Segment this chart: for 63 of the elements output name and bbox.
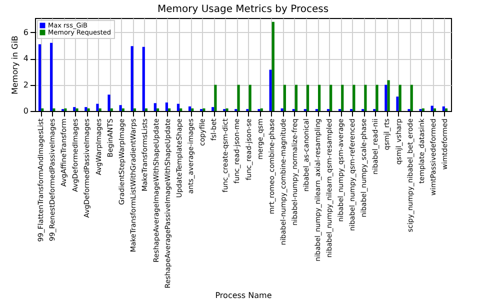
bar (330, 84, 332, 111)
x-axis-title: Process Name (215, 291, 272, 300)
bar (212, 107, 214, 111)
bar (341, 84, 344, 111)
bar (154, 103, 156, 111)
bar (87, 108, 90, 111)
bar (352, 84, 356, 111)
bar (110, 108, 113, 111)
bar (442, 106, 445, 111)
bar (188, 106, 192, 111)
bar (272, 22, 274, 111)
bar (214, 84, 217, 111)
y-tick-label: 6 (23, 28, 28, 37)
bar (156, 108, 160, 111)
bar (108, 94, 110, 111)
bar (142, 46, 145, 111)
bar (318, 84, 321, 111)
y-tick-label: 4 (23, 54, 28, 64)
bar (202, 108, 206, 111)
bar (180, 108, 182, 111)
bar (38, 44, 42, 111)
bar (191, 108, 194, 111)
bar (50, 42, 53, 111)
bar (96, 104, 99, 111)
bar (364, 84, 367, 111)
bar (130, 46, 134, 111)
bar (430, 106, 434, 111)
bar (144, 108, 148, 111)
bar (376, 84, 378, 111)
bar (64, 108, 67, 111)
y-axis-title: Memory in GiB (10, 36, 20, 94)
bar (384, 84, 388, 111)
bar (387, 80, 390, 111)
chart-title: Memory Usage Metrics by Process (157, 4, 329, 15)
bar (119, 105, 122, 111)
bar (248, 84, 252, 111)
y-tick-label: 2 (23, 80, 28, 90)
bar (283, 84, 286, 111)
bar (168, 108, 171, 111)
bar (398, 84, 402, 111)
bar (410, 84, 413, 111)
y-tick-label: 0 (23, 106, 28, 116)
bar (444, 108, 448, 111)
bar (41, 108, 44, 111)
bar (237, 84, 240, 111)
bar (260, 108, 263, 111)
bar (226, 108, 228, 111)
bar (433, 108, 436, 111)
bar (176, 104, 180, 111)
bar (396, 96, 399, 111)
bar (306, 84, 310, 111)
bar (76, 108, 78, 111)
bar (122, 108, 124, 111)
bar (422, 108, 424, 111)
bar (280, 108, 284, 111)
bar (133, 108, 136, 111)
bar (52, 108, 56, 111)
bar (269, 70, 272, 111)
bar (73, 107, 76, 111)
bar (84, 107, 88, 111)
bar (165, 102, 168, 111)
bar (98, 108, 102, 111)
bar (294, 84, 298, 111)
